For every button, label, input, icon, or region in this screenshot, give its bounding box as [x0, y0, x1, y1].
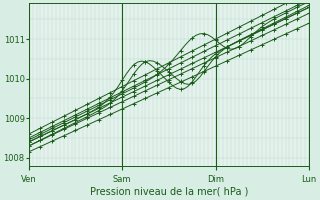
X-axis label: Pression niveau de la mer( hPa ): Pression niveau de la mer( hPa )	[90, 187, 248, 197]
